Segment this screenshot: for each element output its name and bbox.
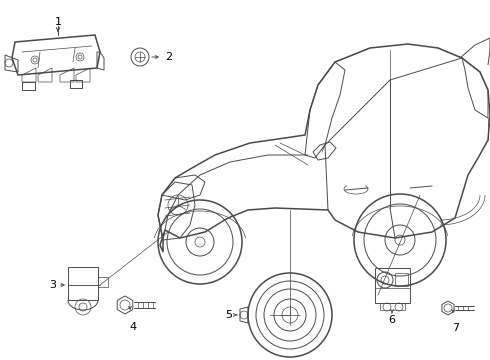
Text: 7: 7	[452, 323, 460, 333]
Text: 6: 6	[389, 315, 395, 325]
Text: 3: 3	[49, 280, 56, 290]
Text: 2: 2	[165, 52, 172, 62]
Text: 5: 5	[225, 310, 232, 320]
Text: 4: 4	[129, 322, 137, 332]
Text: 1: 1	[54, 17, 62, 27]
